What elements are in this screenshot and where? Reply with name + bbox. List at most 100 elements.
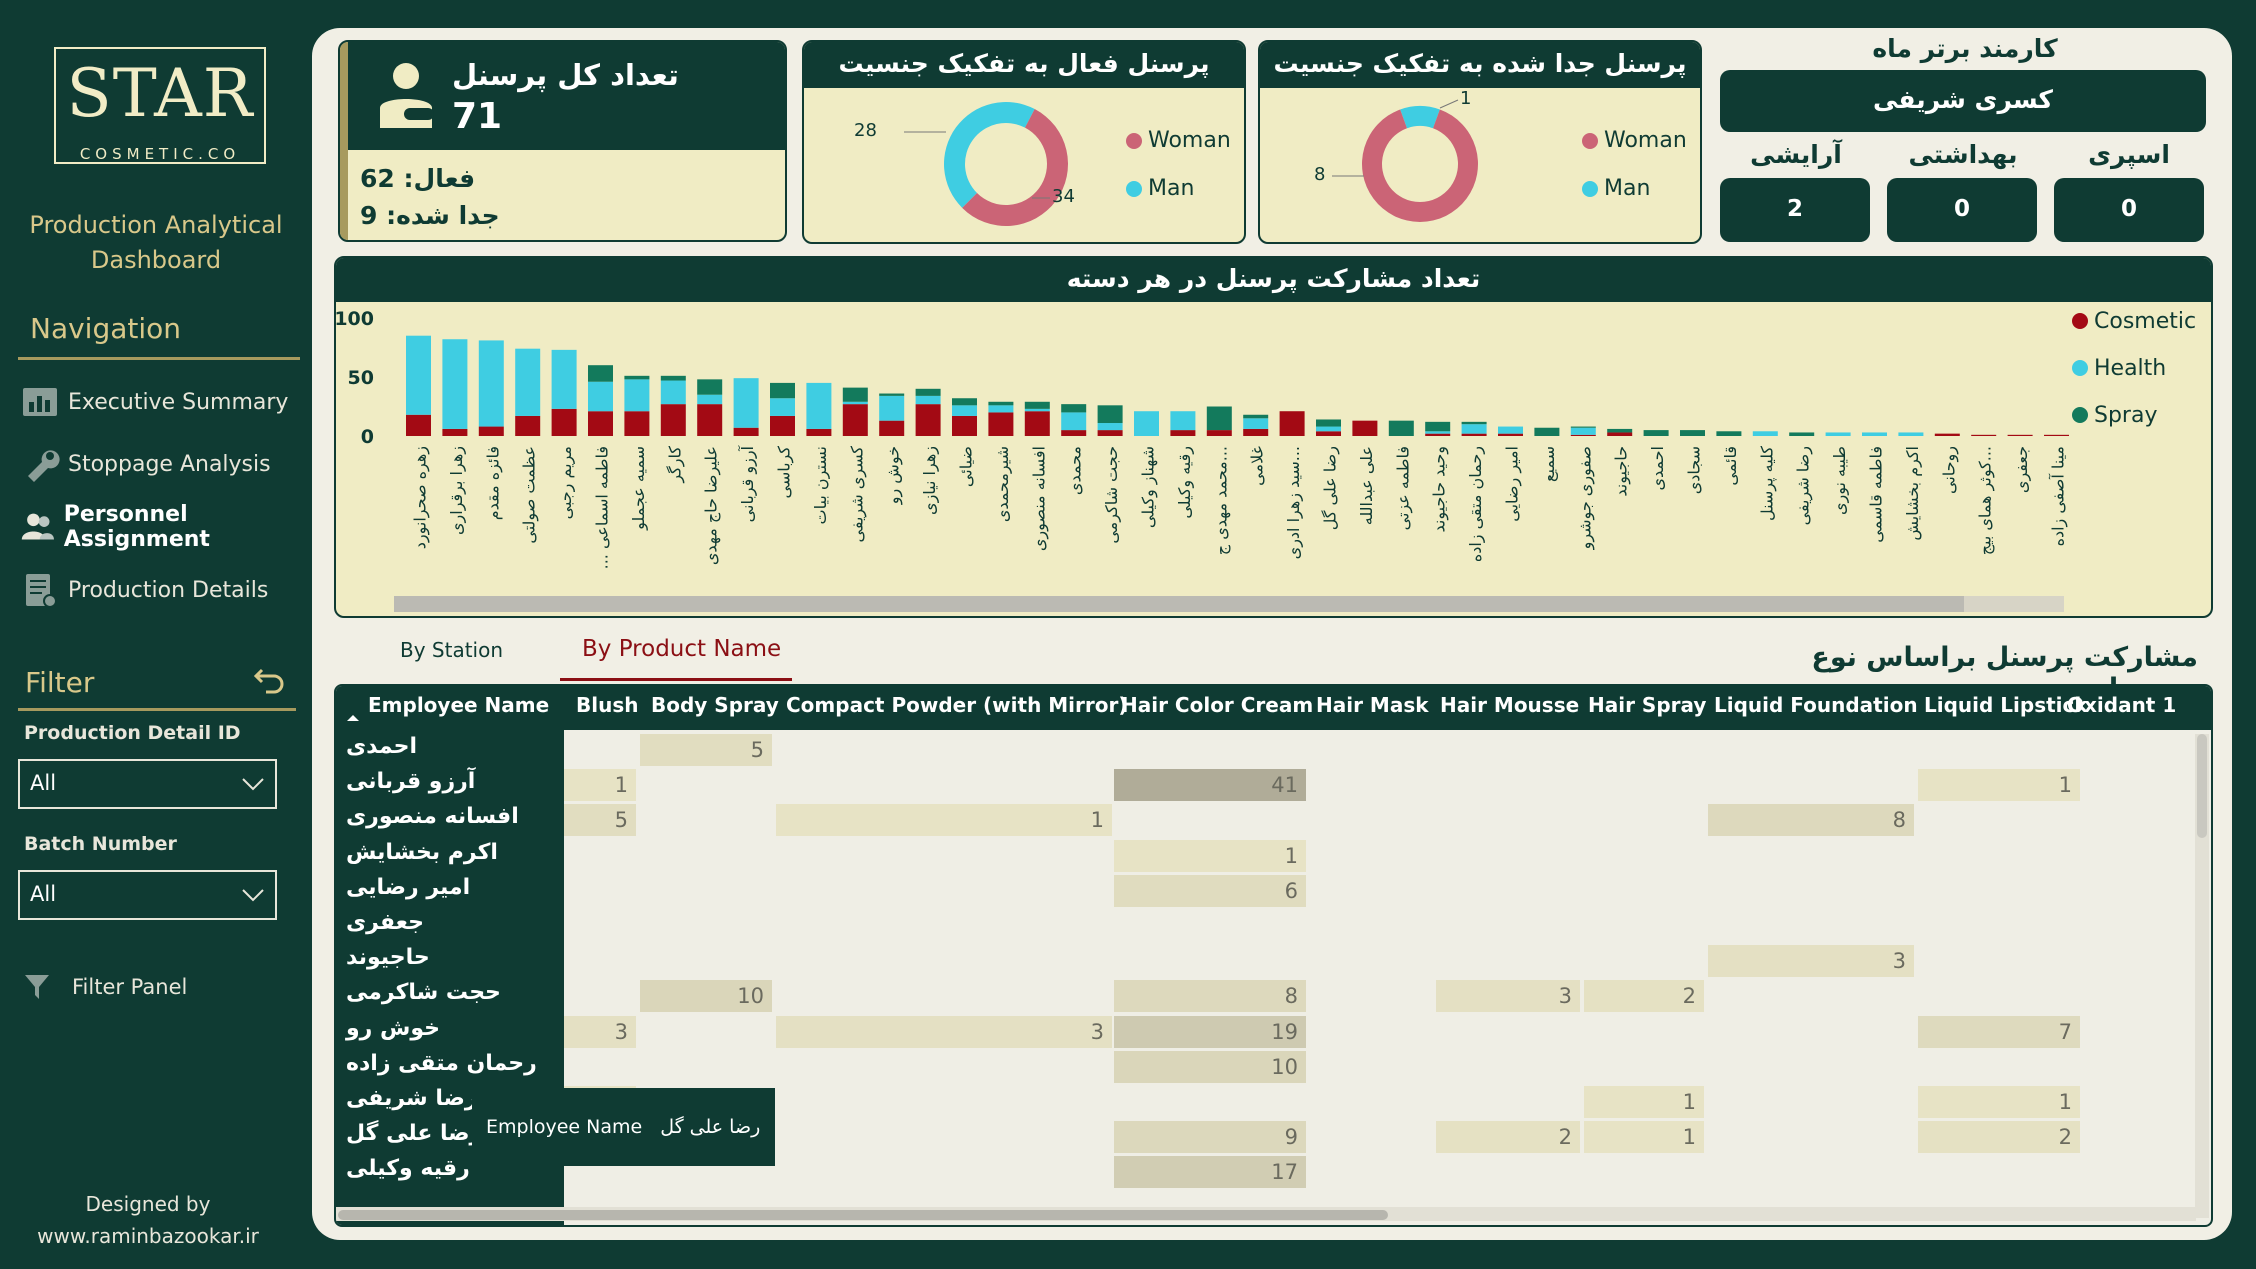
legend-woman[interactable]: Woman [1126,128,1231,153]
matrix-cell[interactable]: 19 [1114,1015,1306,1048]
bar-health[interactable] [1170,411,1196,431]
donut-slice-man[interactable] [1400,106,1440,129]
bar-health[interactable] [442,339,468,429]
bar-spray[interactable] [588,365,613,382]
matrix-cell[interactable]: 10 [1114,1050,1306,1083]
donut-slice-woman[interactable] [962,109,1068,227]
legend-woman[interactable]: Woman [1582,128,1687,153]
bar-cosmetic[interactable] [733,427,759,436]
matrix-cell[interactable]: 3 [564,1015,636,1048]
bar-spray[interactable] [770,382,795,399]
bar-health[interactable] [1752,431,1778,436]
matrix-cell[interactable]: 1 [1918,1086,2080,1118]
matrix-cell[interactable]: 1 [1114,839,1306,872]
matrix-cell[interactable]: 2 [1436,1121,1580,1154]
sort-asc-icon[interactable] [346,714,360,722]
matrix-cell[interactable]: 5 [564,804,636,837]
row-header[interactable]: اکرم بخشایش [346,839,498,865]
bar-cosmetic[interactable] [406,414,431,436]
bar-health[interactable] [1134,411,1159,436]
column-header[interactable]: Body Spray [651,693,779,717]
bar-health[interactable] [842,401,868,405]
bar-health[interactable] [697,394,723,405]
bar-spray[interactable] [915,388,941,396]
bar-health[interactable] [1461,424,1487,434]
bar-spray[interactable] [1716,431,1742,436]
matrix-cell[interactable]: 41 [1114,769,1306,802]
bar-cosmetic[interactable] [1024,411,1050,436]
bar-cosmetic[interactable] [551,408,577,436]
bar-cosmetic[interactable] [624,411,650,436]
matrix-cell[interactable]: 1 [1584,1121,1704,1154]
row-header[interactable]: رقیه وکیلی [346,1156,470,1182]
row-header[interactable]: رضا شریفی [346,1086,478,1111]
bar-cosmetic[interactable] [2007,434,2033,436]
bar-health[interactable] [624,379,650,412]
bar-health[interactable] [806,382,832,429]
bar-spray[interactable] [1206,406,1232,431]
bar-health[interactable] [1316,426,1341,432]
bar-health[interactable] [1498,426,1523,434]
legend-label[interactable]: Cosmetic [2094,309,2196,334]
row-header[interactable]: رضا علی گل [346,1121,483,1147]
bar-health[interactable] [478,340,504,427]
bar-health[interactable] [915,395,941,405]
bar-cosmetic[interactable] [915,404,941,436]
bar-spray[interactable] [988,401,1014,406]
legend-label[interactable]: Health [2094,356,2166,381]
bar-health[interactable] [733,378,759,428]
bar-cosmetic[interactable] [1934,433,1960,436]
filter-panel-button[interactable]: Filter Panel [24,970,187,1004]
bar-health[interactable] [1425,431,1451,434]
bar-spray[interactable] [1388,420,1414,436]
bar-health[interactable] [770,398,795,416]
bar-spray[interactable] [1024,401,1050,409]
bar-cosmetic[interactable] [842,404,868,436]
matrix-cell[interactable]: 2 [1584,980,1704,1013]
batch-number-select[interactable]: All [18,870,277,920]
bar-cosmetic[interactable] [770,415,795,436]
bar-spray[interactable] [1461,421,1487,425]
bar-health[interactable] [660,380,686,405]
matrix-cell[interactable]: 5 [640,734,772,766]
bar-spray[interactable] [1061,404,1087,413]
bar-cosmetic[interactable] [879,420,905,436]
bar-cosmetic[interactable] [1570,434,1596,436]
bar-spray[interactable] [1643,430,1669,436]
bar-cosmetic[interactable] [2044,434,2069,436]
bar-spray[interactable] [697,379,723,395]
bar-cosmetic[interactable] [697,404,723,436]
matrix-vertical-scrollbar[interactable] [2195,734,2209,1218]
matrix-cell[interactable]: 17 [1114,1156,1306,1189]
bar-cosmetic[interactable] [1243,428,1269,436]
bar-cosmetic[interactable] [1061,430,1087,436]
matrix-cell[interactable]: 3 [1436,980,1580,1013]
matrix-cell[interactable]: 3 [776,1015,1112,1048]
bar-cosmetic[interactable] [1971,434,1997,436]
column-header[interactable]: Liquid Lipstick [1924,693,2088,717]
column-header[interactable]: Hair Spray [1588,693,1707,717]
column-header[interactable]: Hair Mousse [1440,693,1580,717]
legend-label[interactable]: Spray [2094,403,2157,428]
matrix-cell[interactable]: 8 [1708,804,1914,837]
bar-cosmetic[interactable] [952,415,977,436]
bar-spray[interactable] [1097,405,1123,424]
matrix-cell[interactable]: 9 [1114,1121,1306,1154]
column-header[interactable]: Hair Color Cream [1121,693,1314,717]
bar-cosmetic[interactable] [1498,433,1523,436]
bar-spray[interactable] [1316,419,1341,427]
bar-cosmetic[interactable] [1097,430,1123,436]
matrix-cell[interactable]: 6 [1114,874,1306,907]
bar-health[interactable] [1898,432,1924,436]
column-header[interactable]: Hair Mask [1316,693,1429,717]
bar-spray[interactable] [1607,428,1633,433]
nav-stoppage-analysis[interactable]: Stoppage Analysis [20,440,271,488]
bar-health[interactable] [406,335,431,415]
matrix-horizontal-scrollbar-thumb[interactable] [338,1210,1388,1220]
column-header[interactable]: Compact Powder (with Mirror) [786,693,1128,717]
bar-cosmetic[interactable] [660,404,686,436]
matrix-cell[interactable]: 1 [564,769,636,802]
bar-cosmetic[interactable] [1461,433,1487,436]
nav-executive-summary[interactable]: Executive Summary [20,378,288,426]
designer-website[interactable]: www.raminbazookar.ir [37,1224,259,1248]
